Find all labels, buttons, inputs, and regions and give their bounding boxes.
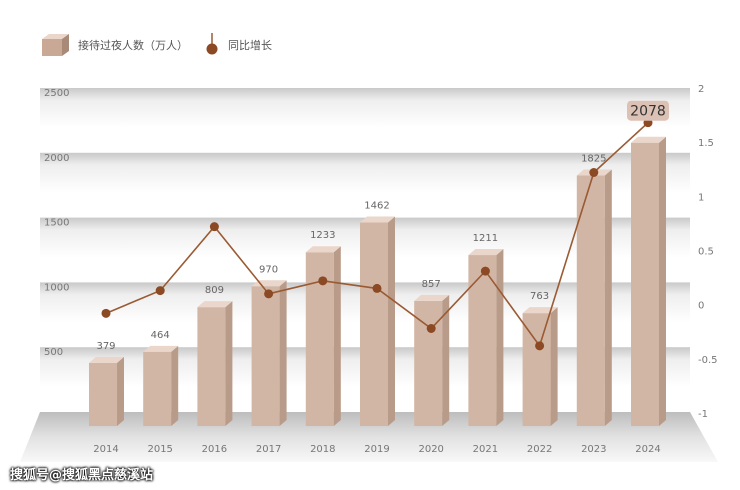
- bar-side-face: [659, 136, 666, 426]
- growth-marker-2021: [480, 266, 490, 276]
- bar-side-face: [333, 246, 341, 426]
- bar-2014: [89, 356, 124, 426]
- x-tick-label: 2022: [527, 444, 552, 455]
- legend-item-line: 同比增长: [204, 30, 272, 60]
- x-tick-label: 2020: [418, 444, 443, 455]
- x-tick-label: 2014: [93, 444, 118, 455]
- right-tick-label: 0.5: [698, 247, 714, 258]
- growth-marker-2015: [155, 286, 165, 296]
- bar-value-label: 464: [151, 330, 170, 341]
- bar-front-face: [360, 222, 388, 426]
- bar-front-face: [89, 362, 117, 426]
- legend-label-bars: 接待过夜人数（万人）: [78, 39, 188, 52]
- right-tick-label: 2: [698, 84, 704, 95]
- bar-side-face: [225, 301, 233, 426]
- bar-side-face: [117, 356, 124, 426]
- grid-band: [40, 88, 690, 128]
- bar-value-label: 970: [259, 264, 278, 275]
- bar-value-label-highlight: 2078: [630, 104, 666, 120]
- right-tick-label: -1: [698, 409, 708, 420]
- bar-top-face: [89, 356, 124, 363]
- x-tick-label: 2023: [581, 444, 606, 455]
- right-axis: 2 1.5 1 0.5 0 -0.5 -1: [698, 84, 718, 420]
- growth-marker-2019: [372, 283, 382, 293]
- bar-top-face: [197, 301, 233, 308]
- bar-2016: [197, 301, 233, 426]
- growth-marker-2016: [209, 222, 219, 232]
- bar-2018: [305, 246, 341, 426]
- bar-2017: [251, 280, 287, 426]
- x-tick-label: 2016: [202, 444, 227, 455]
- bar-2024: [631, 136, 666, 426]
- bar-side-face: [550, 307, 558, 426]
- bar-front-face: [576, 175, 605, 426]
- bar-side-face: [442, 294, 450, 426]
- growth-marker-2017: [264, 289, 274, 299]
- right-tick-label: 1: [698, 192, 704, 203]
- bar-side-face: [388, 216, 395, 426]
- growth-marker-2014: [101, 308, 111, 318]
- bar-top-face: [631, 136, 666, 143]
- bar-top-face: [360, 216, 395, 223]
- bar-front-face: [197, 307, 226, 426]
- bar-front-face: [522, 313, 551, 426]
- bar-top-face: [522, 307, 558, 314]
- bar-value-label: 379: [96, 341, 115, 352]
- legend-item-bars: 接待过夜人数（万人）: [40, 30, 188, 60]
- bar-2020: [414, 294, 450, 426]
- x-axis: 2014 2015 2016 2017 2018 2019 2020 2021 2022 2023…: [93, 444, 660, 455]
- bar-value-label: 857: [422, 279, 441, 290]
- bar-value-label: 809: [205, 285, 224, 296]
- bar-value-label: 1211: [473, 233, 498, 244]
- bar-2019: [360, 216, 395, 426]
- bar-side-face: [279, 280, 287, 426]
- right-tick-label: 1.5: [698, 138, 714, 149]
- growth-marker-2022: [535, 341, 545, 351]
- bar-2015: [143, 345, 179, 426]
- left-tick-label: 1500: [44, 218, 69, 229]
- x-tick-label: 2019: [364, 444, 389, 455]
- legend-label-line: 同比增长: [228, 39, 272, 52]
- bar-top-face: [468, 249, 504, 256]
- watermark-text: 搜狐号@搜狐黑点慈溪站: [10, 468, 154, 483]
- bar-side-face: [171, 345, 179, 426]
- bar-value-label: 1233: [310, 230, 335, 241]
- bar-value-labels: 379 464 809 970 1233 1462 857 1211 763 1825 2078: [96, 100, 669, 352]
- bar-2023: [576, 169, 612, 427]
- cube-swatch-icon: [42, 34, 69, 56]
- x-tick-label: 2017: [256, 444, 281, 455]
- bar-front-face: [631, 142, 659, 426]
- line-marker-swatch-icon: [206, 33, 218, 55]
- growth-line-layer: [101, 118, 653, 351]
- left-tick-label: 1000: [44, 282, 69, 293]
- bar-side-face: [604, 169, 612, 427]
- highlight-label-box: [627, 100, 669, 121]
- bar-value-label: 1825: [581, 153, 606, 164]
- left-tick-label: 2500: [44, 88, 69, 99]
- bar-value-label: 763: [530, 291, 549, 302]
- left-axis: 500 1000 1500 2000 2500: [44, 88, 69, 358]
- bar-2021: [468, 249, 504, 426]
- bar-2022: [522, 307, 558, 426]
- x-tick-label: 2024: [635, 444, 660, 455]
- left-tick-label: 500: [44, 347, 63, 358]
- right-tick-label: 0: [698, 301, 704, 312]
- x-tick-label: 2021: [473, 444, 498, 455]
- right-tick-label: -0.5: [698, 355, 718, 366]
- x-tick-label: 2018: [310, 444, 335, 455]
- bar-top-face: [414, 294, 450, 301]
- growth-marker-2020: [426, 324, 436, 333]
- bar-front-face: [143, 351, 172, 426]
- bar-value-label: 1462: [364, 201, 389, 212]
- bar-top-face: [305, 246, 341, 253]
- growth-marker-2023: [589, 168, 599, 177]
- bar-top-face: [143, 345, 179, 352]
- bar-front-face: [251, 286, 280, 426]
- bar-side-face: [496, 249, 504, 426]
- x-tick-label: 2015: [147, 444, 172, 455]
- left-tick-label: 2000: [44, 153, 69, 164]
- growth-marker-2018: [318, 276, 328, 286]
